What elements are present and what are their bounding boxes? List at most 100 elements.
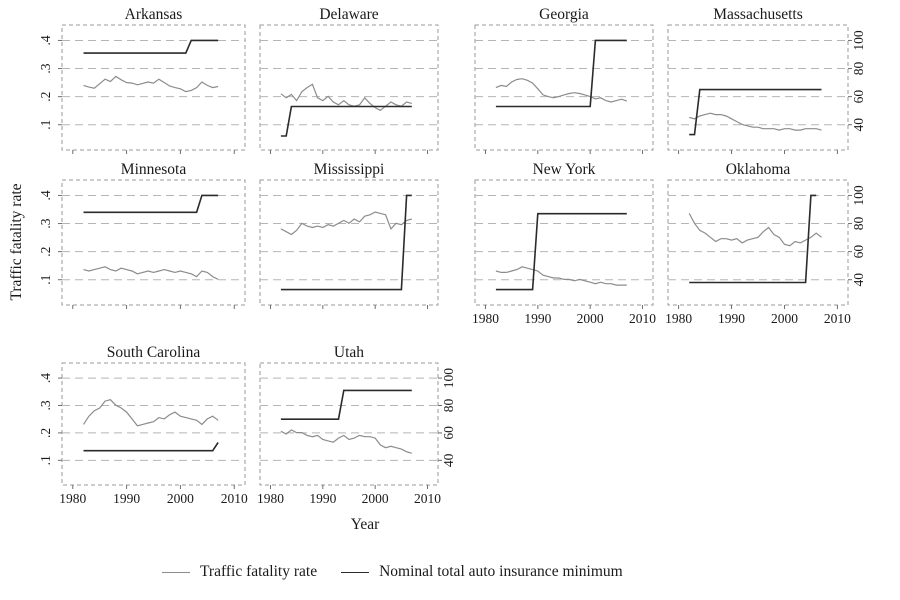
right-axis-tick-label: 40 bbox=[851, 118, 866, 132]
left-axis-tick-label: .1 bbox=[38, 120, 53, 130]
subplot-oklahoma: 40 60 80 100 1980 1990 2000 2010 Oklahoma bbox=[665, 161, 866, 326]
insurance-line bbox=[280, 105, 412, 137]
left-axis-tick-label: .2 bbox=[38, 428, 53, 438]
right-axis-tick-label: 80 bbox=[851, 62, 866, 76]
plot-frame bbox=[61, 24, 246, 151]
right-axis-tick-label: 80 bbox=[851, 217, 866, 231]
left-axis-tick-label: .1 bbox=[38, 455, 53, 465]
right-axis-tick-label: 100 bbox=[851, 185, 866, 206]
x-axis-tick-label: 1990 bbox=[113, 491, 140, 506]
plot-frame bbox=[259, 179, 439, 306]
fatality-line bbox=[280, 429, 412, 454]
x-axis-tick-label: 1980 bbox=[257, 491, 284, 506]
right-axis-tick-label: 40 bbox=[851, 273, 866, 287]
insurance-line bbox=[83, 194, 219, 214]
x-axis-tick-label: 2010 bbox=[824, 311, 851, 326]
left-axis-tick-label: .2 bbox=[38, 92, 53, 102]
subplot-title: Delaware bbox=[319, 6, 378, 23]
fatality-line bbox=[495, 266, 627, 286]
legend-item-insurance: Nominal total auto insurance minimum bbox=[341, 563, 623, 581]
subplot-title: Oklahoma bbox=[726, 161, 791, 178]
fatality-line bbox=[689, 112, 822, 131]
insurance-line bbox=[280, 389, 412, 421]
subplot-title: Minnesota bbox=[121, 161, 187, 178]
insurance-line bbox=[689, 194, 817, 284]
left-axis-tick-label: .3 bbox=[38, 218, 53, 228]
legend: Traffic fatality rate Nominal total auto… bbox=[162, 563, 623, 581]
subplot-title: Mississippi bbox=[314, 161, 385, 178]
subplot-title: Arkansas bbox=[125, 6, 183, 23]
x-axis-tick-label: 1980 bbox=[665, 311, 692, 326]
legend-label-insurance: Nominal total auto insurance minimum bbox=[379, 563, 623, 580]
fatality-line-swatch bbox=[162, 571, 190, 573]
left-axis-tick-label: .1 bbox=[38, 275, 53, 285]
x-axis-tick-label: 1980 bbox=[472, 311, 499, 326]
insurance-line bbox=[83, 39, 219, 54]
insurance-line-swatch bbox=[341, 571, 370, 573]
plot-frame bbox=[474, 179, 654, 306]
subplot-title: Massachusetts bbox=[713, 6, 803, 23]
plot-frame bbox=[259, 362, 439, 486]
x-axis-tick-label: 2010 bbox=[414, 491, 441, 506]
x-axis-tick-label: 2010 bbox=[221, 491, 248, 506]
plot-frame bbox=[61, 362, 246, 486]
right-axis-tick-label: 40 bbox=[441, 453, 456, 467]
insurance-line bbox=[280, 194, 412, 291]
x-axis-tick-label: 1990 bbox=[309, 491, 336, 506]
left-axis-tick-label: .4 bbox=[38, 190, 53, 200]
left-axis-tick-label: .4 bbox=[38, 373, 53, 383]
subplot-delaware: Delaware bbox=[259, 6, 439, 154]
fatality-line bbox=[688, 213, 822, 247]
x-axis-tick-label: 2000 bbox=[771, 311, 798, 326]
subplot-new-york: 1980 1990 2000 2010 New York bbox=[472, 161, 656, 326]
right-axis-tick-label: 60 bbox=[441, 426, 456, 440]
subplot-georgia: Georgia bbox=[474, 6, 654, 154]
subplot-title: Georgia bbox=[539, 6, 589, 23]
y-axis-label: Traffic fatality rate bbox=[8, 183, 25, 301]
x-axis-tick-label: 2000 bbox=[167, 491, 194, 506]
subplot-title: South Carolina bbox=[107, 344, 201, 361]
right-axis-tick-label: 60 bbox=[851, 245, 866, 259]
right-axis-tick-label: 60 bbox=[851, 90, 866, 104]
left-axis-tick-label: .3 bbox=[38, 63, 53, 73]
x-axis-tick-label: 2000 bbox=[362, 491, 389, 506]
insurance-line bbox=[689, 88, 822, 136]
legend-item-fatality: Traffic fatality rate bbox=[162, 563, 317, 581]
fatality-line bbox=[82, 399, 219, 427]
subplot-mississippi: Mississippi bbox=[259, 161, 439, 309]
subplot-massachusetts: 40 60 80 100 Massachusetts bbox=[667, 6, 866, 154]
fatality-line bbox=[83, 75, 219, 93]
plot-frame bbox=[667, 179, 849, 306]
plot-frame bbox=[667, 24, 849, 151]
x-axis-tick-label: 2010 bbox=[629, 311, 656, 326]
legend-label-fatality: Traffic fatality rate bbox=[200, 563, 318, 580]
subplot-south-carolina: .1 .2 .3 .4 1980 1990 2000 2010 South Carolina bbox=[38, 344, 248, 506]
insurance-line bbox=[495, 39, 627, 108]
subplot-title: New York bbox=[533, 161, 596, 178]
plot-frame bbox=[61, 179, 246, 306]
x-axis-label: Year bbox=[350, 516, 380, 533]
plot-frame bbox=[474, 24, 654, 151]
right-axis-tick-label: 100 bbox=[441, 368, 456, 389]
fatality-line bbox=[83, 266, 219, 280]
subplot-utah: 40 60 80 100 1980 1990 2000 2010 Utah bbox=[257, 344, 456, 506]
plot-frame bbox=[259, 24, 439, 151]
insurance-line bbox=[83, 442, 219, 452]
subplot-title: Utah bbox=[334, 344, 364, 361]
x-axis-tick-label: 1980 bbox=[59, 491, 86, 506]
right-axis-tick-label: 80 bbox=[441, 398, 456, 412]
fatality-line bbox=[280, 83, 412, 112]
insurance-line bbox=[495, 212, 627, 291]
subplot-minnesota: .1 .2 .3 .4 Minnesota bbox=[38, 161, 246, 309]
left-axis-tick-label: .4 bbox=[38, 35, 53, 45]
x-axis-tick-label: 2000 bbox=[577, 311, 604, 326]
fatality-line bbox=[495, 78, 628, 103]
right-axis-tick-label: 100 bbox=[851, 30, 866, 51]
left-axis-tick-label: .2 bbox=[38, 247, 53, 257]
fatality-line bbox=[280, 211, 412, 236]
x-axis-tick-label: 1990 bbox=[524, 311, 551, 326]
x-axis-tick-label: 1990 bbox=[718, 311, 745, 326]
subplot-arkansas: .1 .2 .3 .4 Arkansas bbox=[38, 6, 246, 154]
